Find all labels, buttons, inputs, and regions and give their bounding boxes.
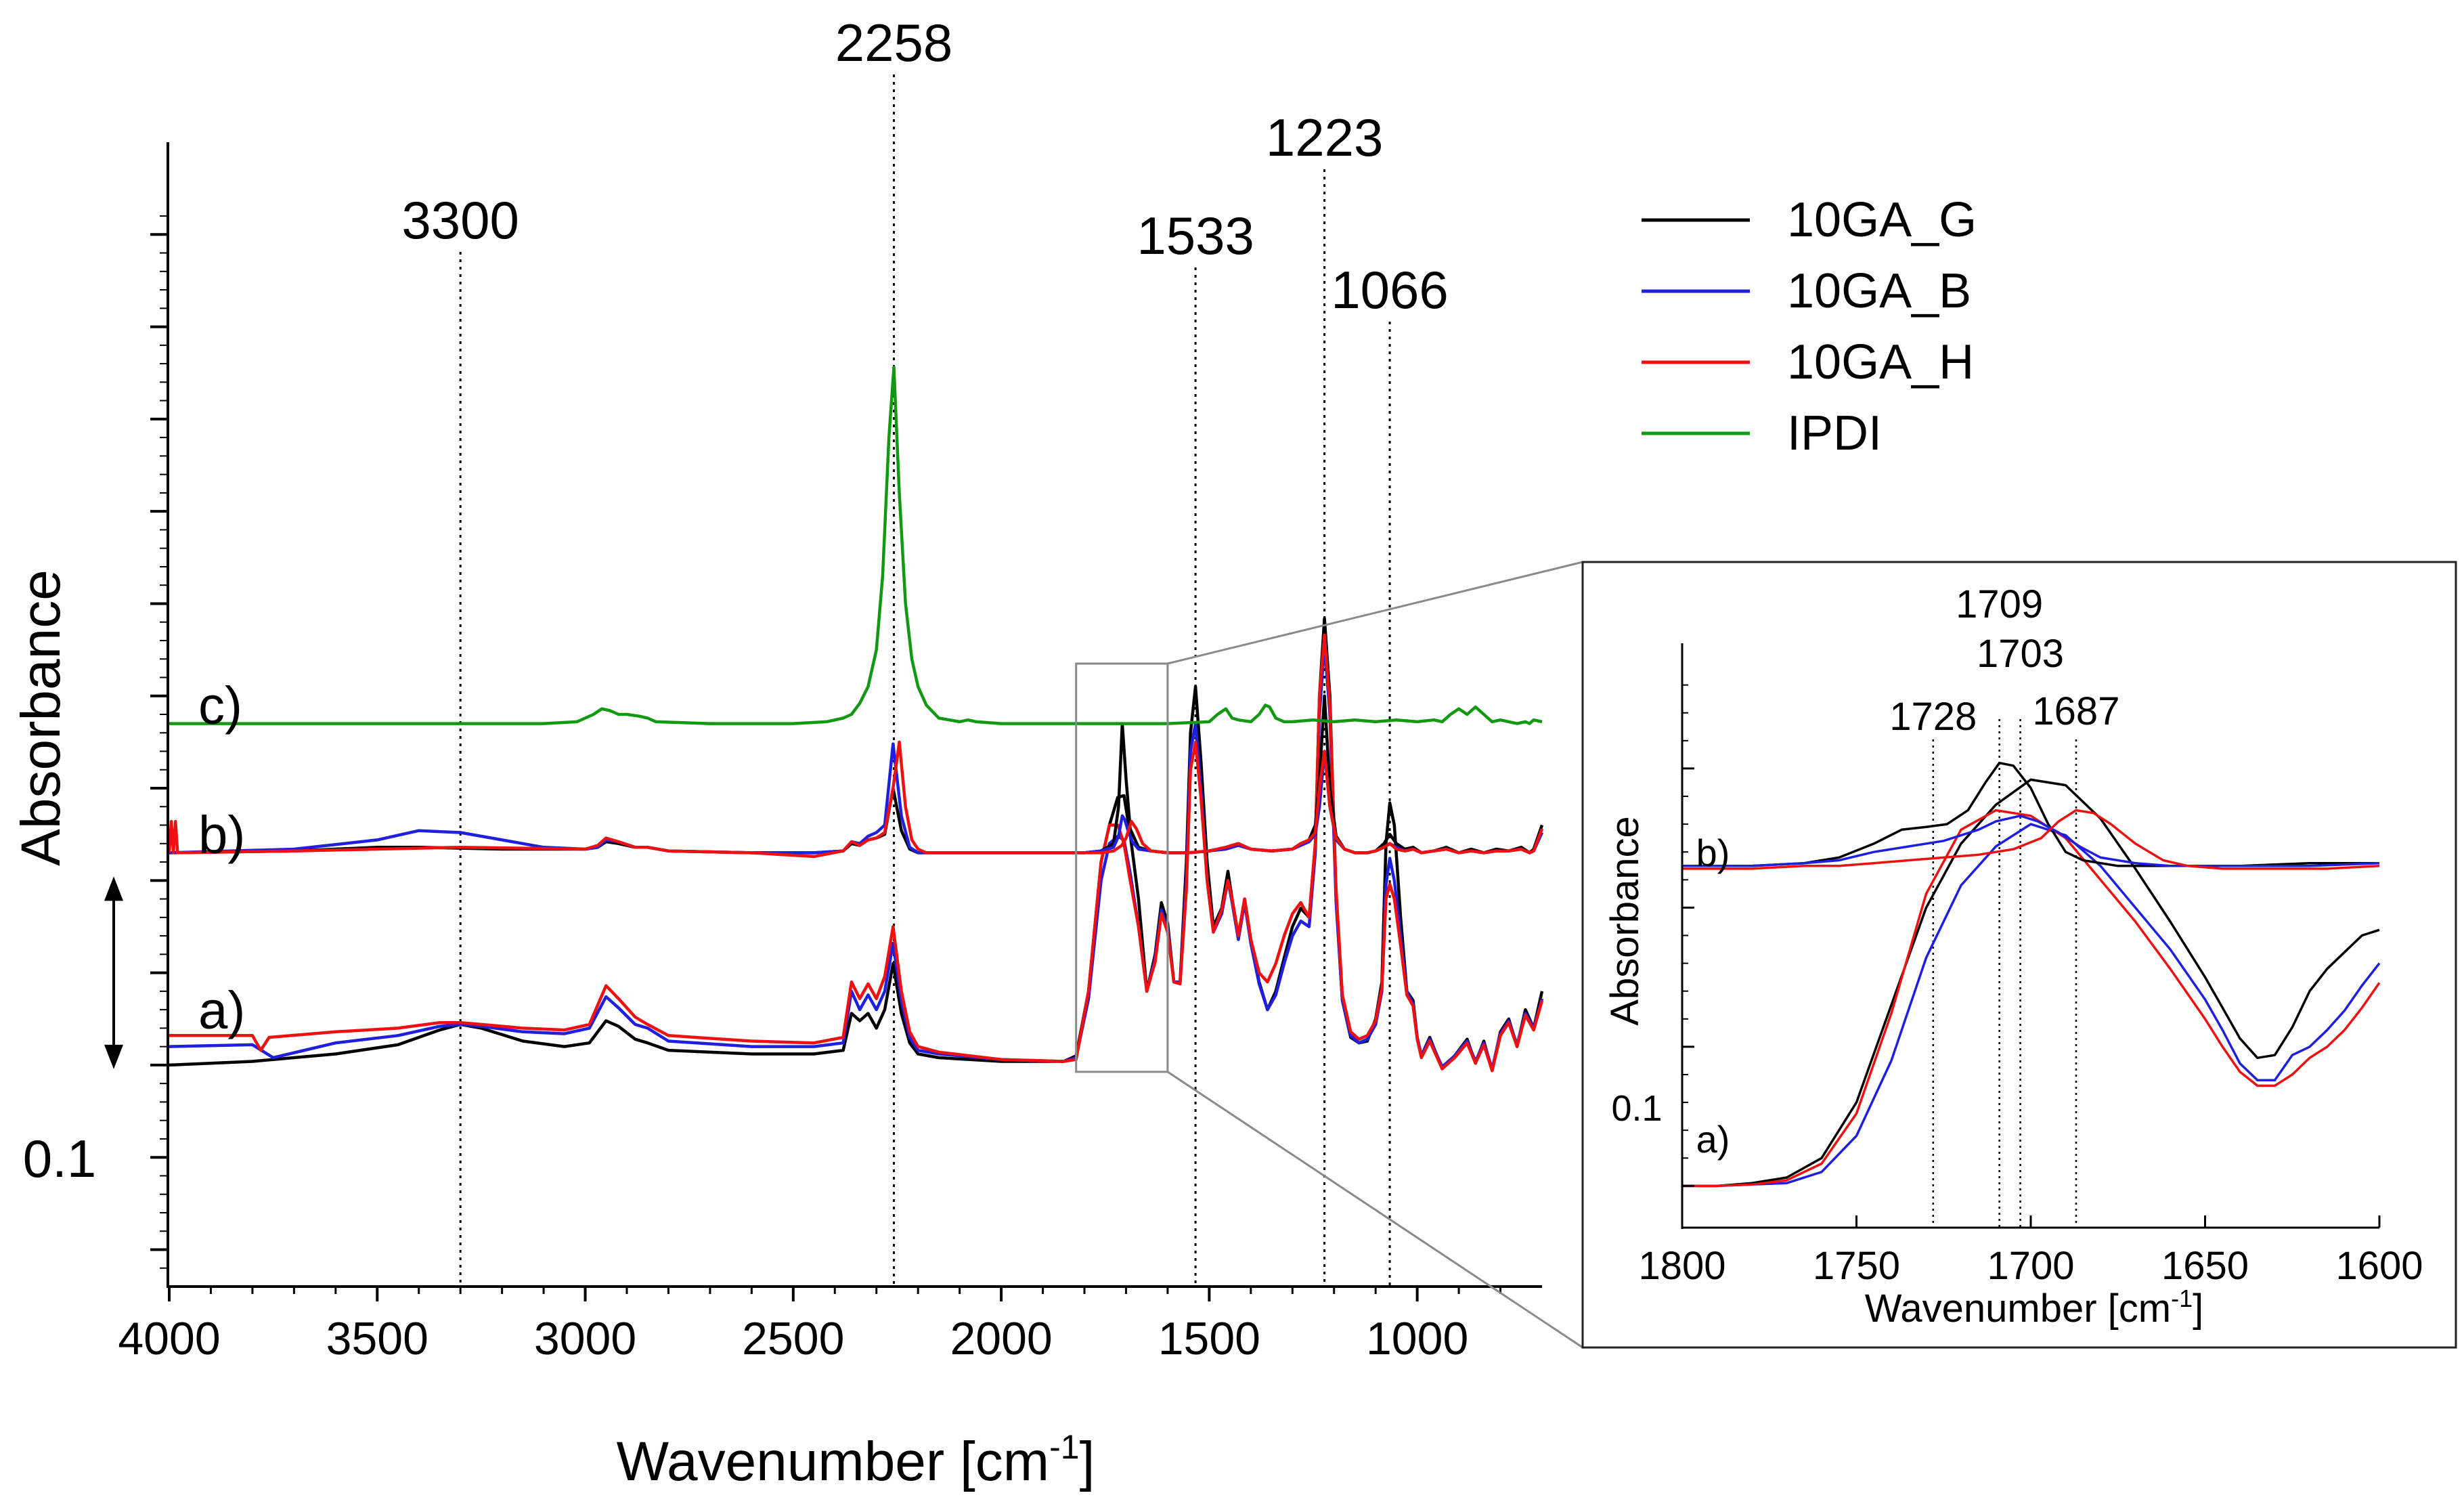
- inset-peak-guides: [1932, 719, 2077, 1228]
- main-peak-label: 3300: [401, 190, 519, 250]
- inset-series-line: [1682, 808, 2381, 1188]
- inset-x-tick-label: 1600: [2335, 1244, 2423, 1288]
- inset-x-tick-label: 1750: [1813, 1244, 1900, 1288]
- inset-series-group: [1682, 761, 2381, 1188]
- inset-x-axis-label-text: Wavenumber [cm: [1865, 1287, 2171, 1331]
- main-x-axis-label-text: Wavenumber [cm: [617, 1431, 1049, 1492]
- main-y-ticks: [150, 215, 169, 1269]
- main-panel-label: b): [198, 804, 245, 864]
- inset-x-tick-label: 1800: [1638, 1244, 1725, 1288]
- inset-peak-label: 1687: [2032, 689, 2119, 733]
- inset-peak-labels: 1728 1709 1703 1687: [1889, 582, 2119, 739]
- inset-x-axis-label-close: ]: [2193, 1287, 2203, 1331]
- zoom-connector-bottom: [1167, 1071, 1583, 1349]
- main-series-line: [167, 740, 1544, 859]
- main-x-axis-label-close: ]: [1080, 1431, 1095, 1492]
- inset-series-line: [1682, 815, 2380, 867]
- legend-label: 10GA_B: [1787, 264, 1971, 318]
- inset-y-axis-label: Absorbance: [1603, 816, 1647, 1026]
- main-x-tick-label: 2000: [950, 1313, 1052, 1364]
- inset-panel-labels: a) b): [1696, 832, 1730, 1161]
- inset-series-line: [1682, 808, 2380, 870]
- zoom-region-marker: [1075, 561, 1583, 1349]
- main-x-ticks: 4000 3500 3000 2500 2000 1500 1000: [118, 1287, 1502, 1364]
- inset-x-tick-label: 1650: [2161, 1244, 2249, 1288]
- main-x-axis-label: Wavenumber [cm-1]: [617, 1428, 1095, 1492]
- scale-bar-label: 0.1: [23, 1129, 96, 1188]
- main-y-axis-label: Absorbance: [10, 569, 72, 866]
- inset-series-line: [1682, 823, 2381, 1188]
- legend-label: 10GA_G: [1787, 193, 1977, 247]
- main-x-tick-label: 4000: [118, 1313, 220, 1364]
- main-spectrum-chart: 4000 3500 3000 2500 2000 1500 1000 3300 2258 153…: [10, 13, 1583, 1492]
- inset-x-ticks: 1800 1750 1700 1650 1600: [1638, 1215, 2423, 1288]
- inset-scale-label: 0.1: [1611, 1088, 1662, 1129]
- legend-label: 10GA_H: [1787, 335, 1974, 389]
- legend-label: IPDI: [1787, 406, 1882, 460]
- main-peak-label: 1533: [1137, 206, 1254, 265]
- main-x-tick-label: 1500: [1158, 1313, 1260, 1364]
- main-peak-guides: [459, 74, 1391, 1287]
- scale-bar-arrow-up: [104, 876, 123, 901]
- inset-peak-label: 1709: [1956, 582, 2043, 626]
- inset-panel-label: b): [1696, 832, 1730, 874]
- inset-y-ticks: [1682, 684, 1694, 1187]
- inset-panel-label: a): [1696, 1118, 1730, 1161]
- main-x-tick-label: 3500: [326, 1313, 428, 1364]
- main-x-axis-label-sup: -1: [1049, 1428, 1079, 1466]
- main-series-line: [169, 366, 1543, 725]
- inset-peak-label: 1703: [1977, 632, 2064, 676]
- main-series-line: [169, 633, 1544, 1073]
- scale-bar-arrow-down: [104, 1044, 123, 1069]
- zoom-rectangle: [1075, 662, 1169, 1073]
- main-x-tick-label: 2500: [742, 1313, 844, 1364]
- scale-bar: [104, 876, 123, 1069]
- inset-spectrum-chart: 1800 1750 1700 1650 1600 1728 1709 1703 1687 a)…: [1581, 561, 2457, 1349]
- inset-x-tick-label: 1700: [1987, 1244, 2074, 1288]
- main-peak-label: 2258: [835, 13, 953, 72]
- main-series-group: [167, 366, 1544, 1073]
- inset-frame: [1581, 561, 2457, 1349]
- main-panel-labels: a) b) c): [198, 676, 245, 1040]
- inset-series-line: [1682, 778, 2380, 1188]
- inset-x-axis-label-sup: -1: [2171, 1285, 2193, 1312]
- main-x-tick-label: 1000: [1366, 1313, 1468, 1364]
- main-x-tick-label: 3000: [534, 1313, 636, 1364]
- main-peak-label: 1223: [1266, 108, 1384, 167]
- inset-peak-label: 1728: [1889, 695, 1977, 739]
- main-panel-label: c): [198, 676, 242, 735]
- main-peak-label: 1066: [1331, 260, 1449, 320]
- inset-x-axis-label: Wavenumber [cm-1]: [1865, 1285, 2203, 1331]
- legend: 10GA_G 10GA_B 10GA_H IPDI: [1642, 193, 1977, 460]
- zoom-connector-top: [1167, 561, 1583, 665]
- main-panel-label: a): [198, 980, 245, 1039]
